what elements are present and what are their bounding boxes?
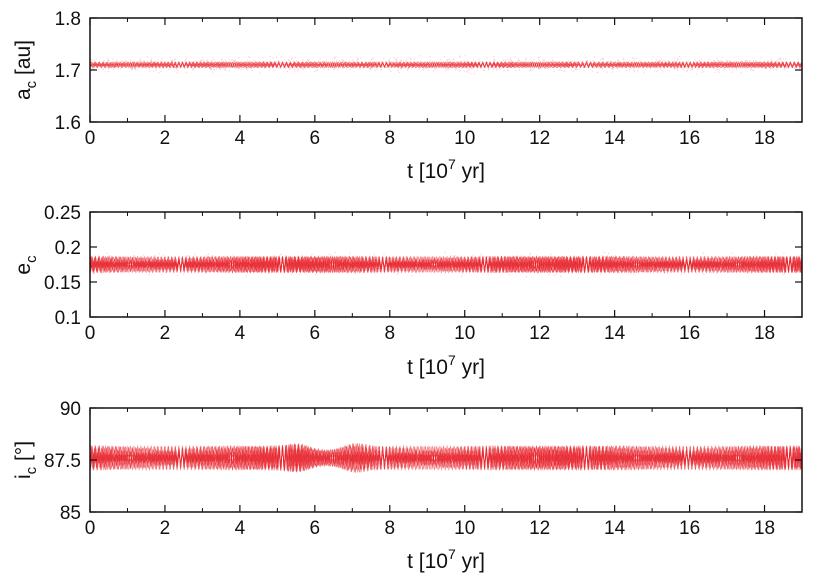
y-axis-label-e: ec [12,255,40,275]
x-tick-label: 8 [385,128,396,149]
x-tick-label: 6 [310,518,321,539]
x-tick-label: 10 [454,323,475,344]
x-tick-label: 4 [235,128,246,149]
y-tick-label: 85 [60,503,81,524]
x-tick-label: 2 [160,323,171,344]
series-line-e-9 [90,255,802,274]
ticks-a [89,17,802,123]
plot-area-e [90,251,802,278]
x-tick-label: 14 [604,323,626,344]
ticks-i [89,407,802,513]
x-tick-label: 14 [604,128,626,149]
x-tick-labels-i: 0 2 4 6 8 10 12 14 16 18 [85,518,775,539]
y-tick-labels-e: 0.1 0.15 0.2 0.25 [44,203,81,329]
x-tick-label: 16 [679,128,700,149]
x-tick-label: 6 [310,323,321,344]
x-tick-label: 16 [679,323,700,344]
x-axis-label-i: t [107 yr] [407,546,485,573]
series-line-a-3 [90,61,802,69]
x-tick-label: 0 [85,128,96,149]
ticks-e [89,211,802,318]
x-tick-label: 12 [529,518,550,539]
x-tick-label: 18 [754,323,775,344]
y-tick-label: 90 [60,399,81,420]
y-tick-label: 1.8 [55,9,81,30]
plot-frame-e [89,211,803,318]
y-tick-labels-a: 1.6 1.7 1.8 [55,9,81,134]
x-axis-label-e: t [107 yr] [407,352,485,379]
panel-inclination: 85 87.5 90 0 2 4 6 8 10 12 14 16 18 ic [°] t [107 y… [12,399,803,573]
series-line-a-5 [90,61,802,69]
y-tick-labels-i: 85 87.5 90 [44,399,81,524]
panel-semi-major-axis: 1.6 1.7 1.8 0 2 4 6 8 10 12 14 16 18 ac [au] t [107… [12,9,803,183]
x-tick-label: 0 [85,323,96,344]
x-tick-label: 10 [454,518,475,539]
y-tick-label: 1.7 [55,61,81,82]
x-tick-label: 14 [604,518,626,539]
x-tick-label: 8 [385,518,396,539]
x-tick-label: 12 [529,128,550,149]
x-tick-label: 0 [85,518,96,539]
x-tick-label: 2 [160,128,171,149]
x-tick-label: 18 [754,518,775,539]
x-tick-labels-e: 0 2 4 6 8 10 12 14 16 18 [85,323,775,344]
y-tick-label: 1.6 [55,113,81,134]
y-axis-label-a: ac [au] [12,40,40,100]
y-tick-label: 0.15 [44,273,81,294]
x-tick-label: 12 [529,323,550,344]
x-tick-label: 4 [235,518,246,539]
x-tick-label: 16 [679,518,700,539]
x-tick-labels-a: 0 2 4 6 8 10 12 14 16 18 [85,128,775,149]
plot-area-a [90,55,802,75]
y-tick-label: 0.25 [44,203,81,224]
x-axis-label-a: t [107 yr] [407,156,485,183]
y-tick-label: 0.2 [55,238,81,259]
x-tick-label: 18 [754,128,775,149]
y-axis-label-i: ic [°] [12,441,40,479]
panel-eccentricity: 0.1 0.15 0.2 0.25 0 2 4 6 8 10 12 14 16 18 ec t [107… [12,203,803,379]
y-tick-label: 87.5 [44,451,81,472]
x-tick-label: 2 [160,518,171,539]
y-tick-label: 0.1 [55,308,81,329]
series-line-i-9 [90,445,802,471]
x-tick-label: 10 [454,128,475,149]
x-tick-label: 4 [235,323,246,344]
x-tick-label: 6 [310,128,321,149]
plot-area-i [90,443,802,473]
x-tick-label: 8 [385,323,396,344]
